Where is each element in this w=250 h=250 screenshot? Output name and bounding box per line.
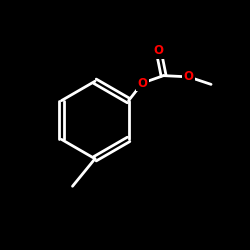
Text: O: O bbox=[137, 76, 147, 90]
Text: O: O bbox=[184, 70, 194, 84]
Text: O: O bbox=[154, 44, 164, 57]
